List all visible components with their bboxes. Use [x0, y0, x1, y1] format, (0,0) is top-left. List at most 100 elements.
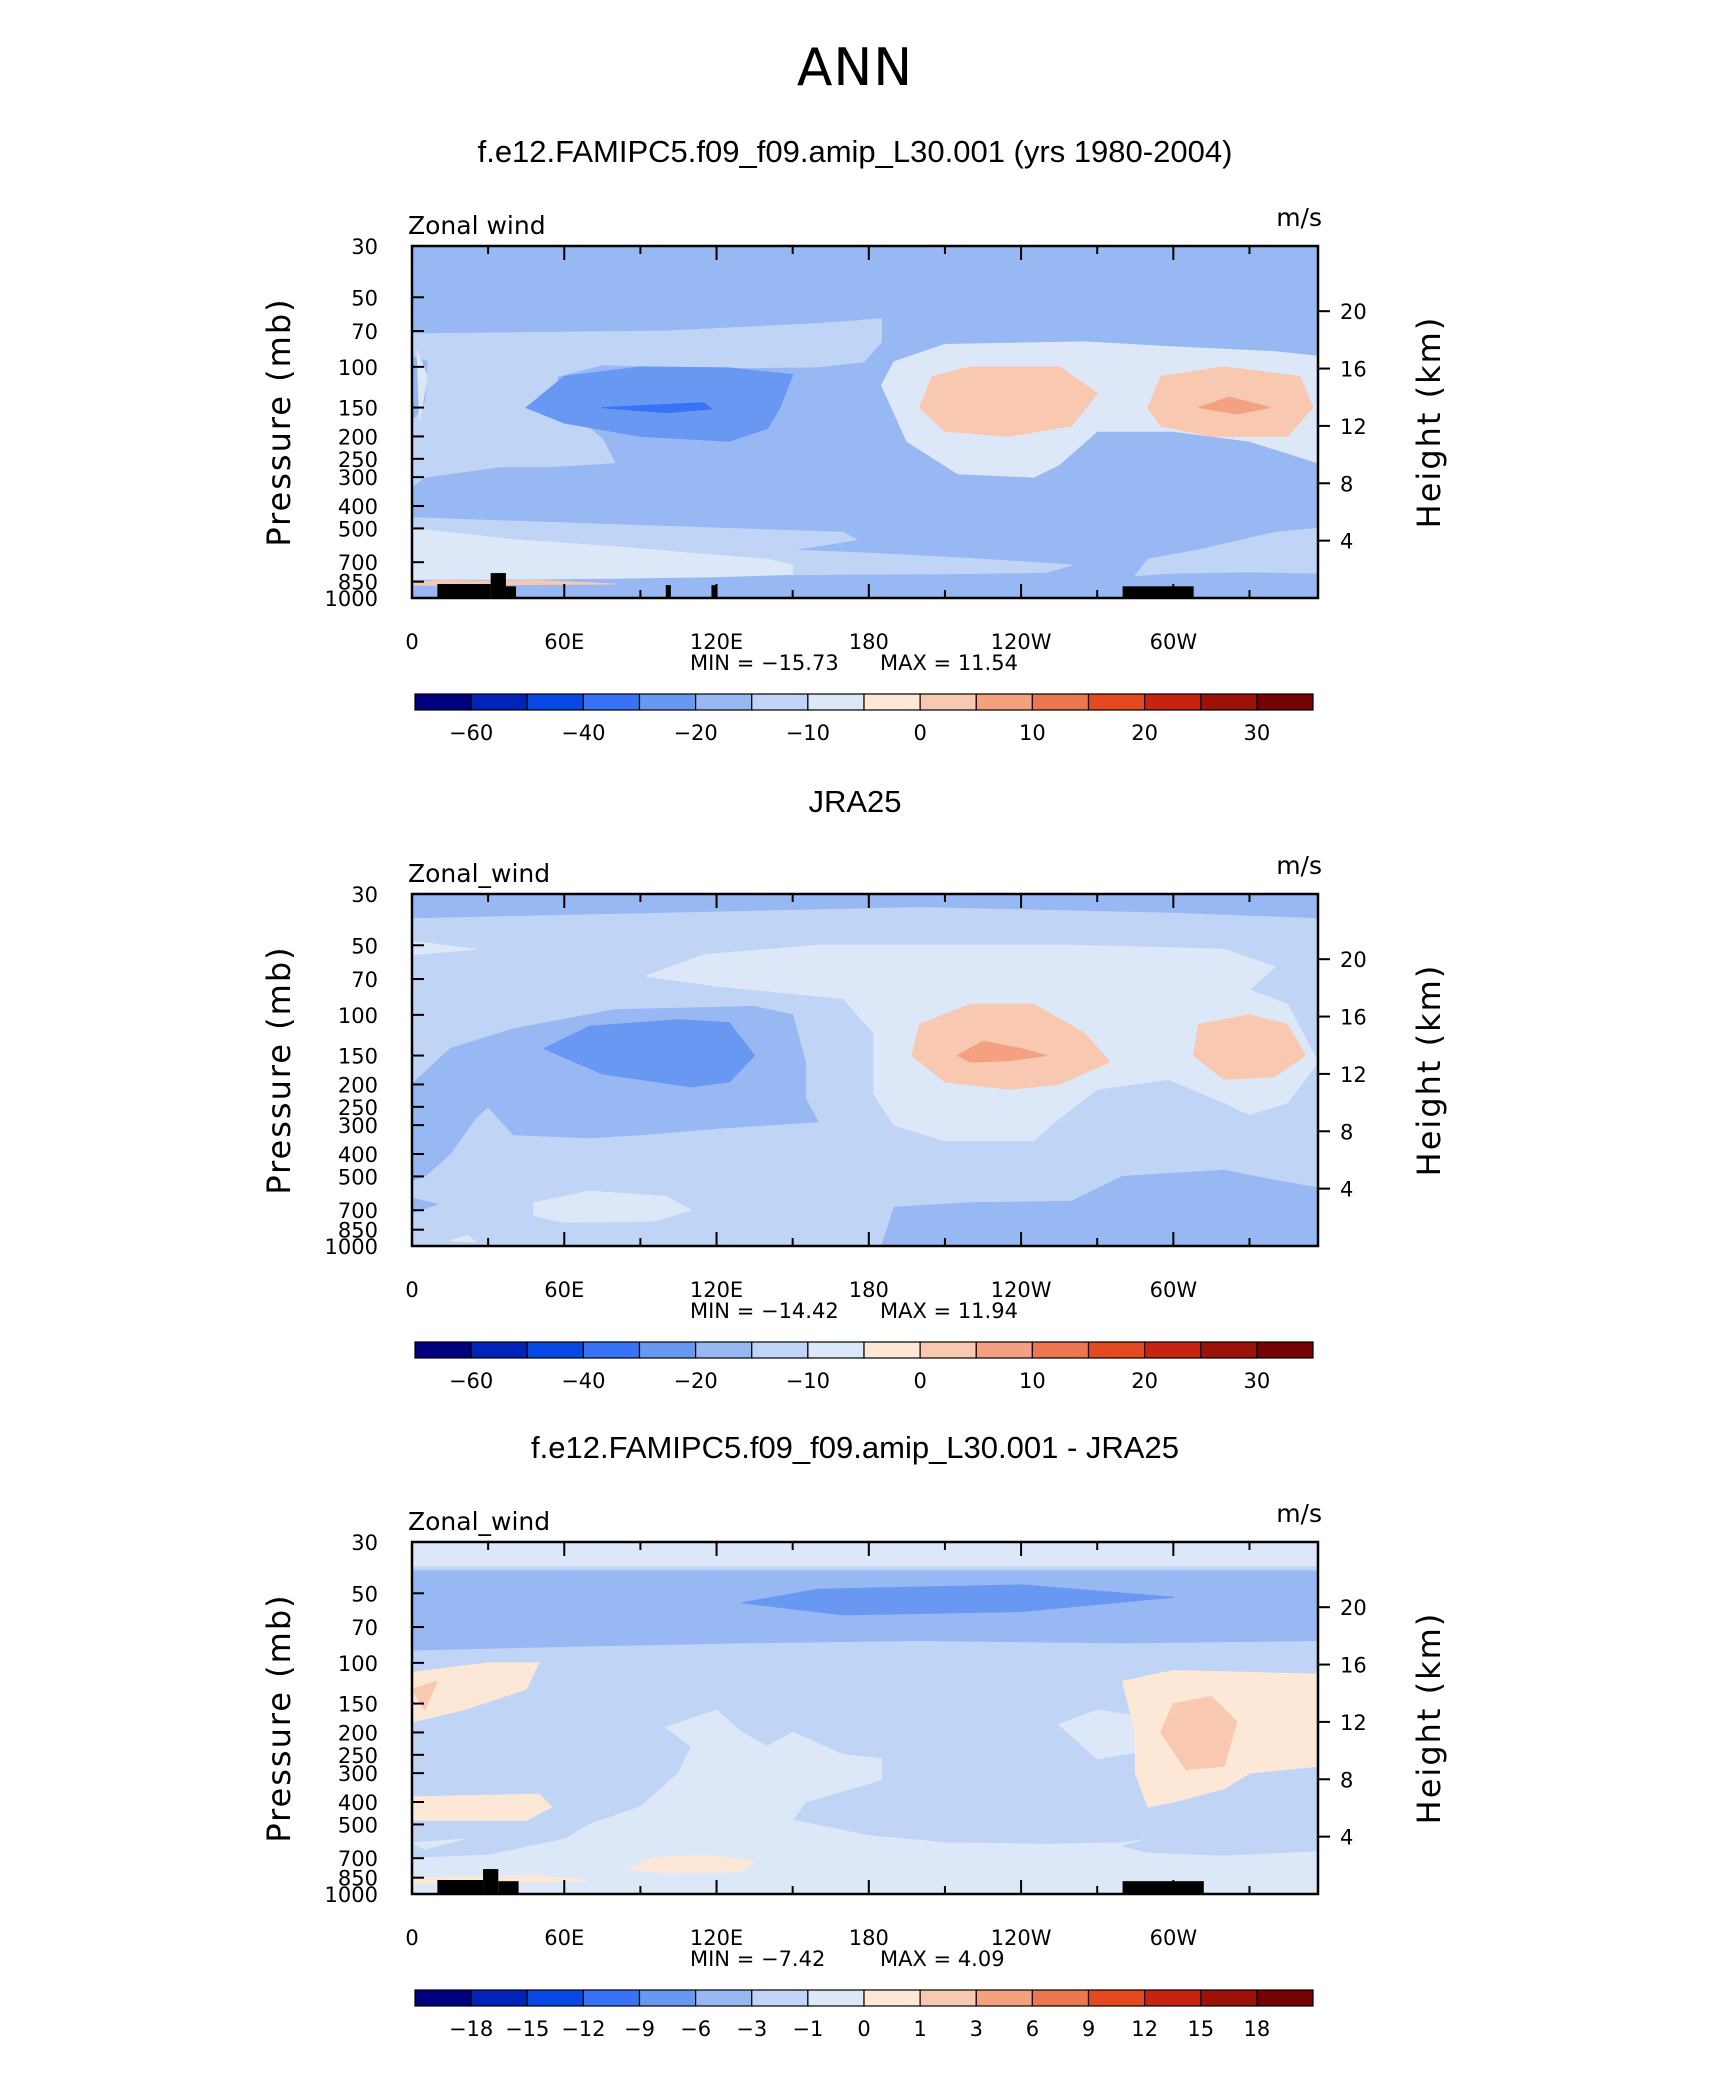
terrain-block	[498, 1881, 519, 1894]
variable-label: Zonal_wind	[408, 1507, 550, 1536]
colorbar-label: 6	[1026, 2017, 1039, 2041]
y-tick-label: 850	[338, 1867, 378, 1891]
y-tick-label: 850	[338, 571, 378, 595]
x-tick-label: 180	[849, 1278, 889, 1302]
colorbar-box	[1256, 693, 1314, 711]
colorbar-label: −20	[673, 721, 717, 745]
y2-tick-label: 12	[1340, 1063, 1367, 1087]
y-tick-label: 300	[338, 1762, 378, 1786]
contour-region	[412, 1709, 1318, 1894]
contour-region	[449, 1234, 476, 1243]
x-tick-label: 0	[405, 1926, 418, 1950]
colorbar-box	[414, 1989, 472, 2007]
contour-region	[412, 1542, 1318, 1567]
x-tick-label: 0	[405, 630, 418, 654]
colorbar-box	[1087, 693, 1146, 711]
colorbar-box	[695, 1989, 753, 2007]
colorbar-box	[975, 1989, 1033, 2007]
colorbar-label: 20	[1131, 721, 1158, 745]
y2-tick-label: 20	[1340, 948, 1367, 972]
colorbar-label: −40	[561, 721, 605, 745]
contour-region	[462, 1843, 502, 1852]
x-tick-label: 0	[405, 1278, 418, 1302]
colorbar-box	[526, 1989, 584, 2007]
colorbar-label: −60	[449, 1369, 493, 1393]
y-tick-label: 100	[338, 1004, 378, 1028]
y-axis-label: Pressure (mb)	[260, 945, 298, 1194]
colorbar-box	[470, 1989, 528, 2007]
contour-region	[881, 1169, 1318, 1246]
colorbar-label: −60	[449, 721, 493, 745]
y-tick-label: 250	[338, 1096, 378, 1120]
colorbar: −60 −40 −20 −10 0 10 20 30	[414, 693, 1314, 745]
y-tick-label: 400	[338, 1791, 378, 1815]
colorbar-box	[638, 693, 697, 711]
y-tick-label: 850	[338, 1219, 378, 1243]
colorbar-box	[526, 693, 584, 711]
terrain-block	[505, 586, 517, 598]
chart-panel-3: f.e12.FAMIPC5.f09_f09.amip_L30.001 - JRA…	[260, 1430, 1448, 2041]
y2-tick-label: 20	[1340, 300, 1367, 324]
y-tick-label: 50	[351, 934, 378, 958]
terrain-block	[437, 1880, 484, 1894]
colorbar-label: 0	[913, 1369, 926, 1393]
plot-frame	[410, 892, 1320, 1248]
plot-frame	[410, 244, 1320, 600]
max-label: MAX = 11.54	[880, 651, 1018, 675]
terrain-block	[711, 585, 717, 598]
y-tick-label: 1000	[325, 1235, 378, 1259]
max-label: MAX = 11.94	[880, 1299, 1018, 1323]
colorbar-label: 0	[857, 2017, 870, 2041]
colorbar-label: 9	[1082, 2017, 1095, 2041]
plot-frame	[410, 1540, 1320, 1896]
y-tick-label: 500	[338, 1165, 378, 1189]
colorbar-box	[638, 1989, 697, 2007]
x-tick-label: 60W	[1150, 1926, 1198, 1950]
contour-region	[1122, 1827, 1318, 1856]
x-tick-label: 120W	[991, 1926, 1052, 1950]
colorbar-label: 18	[1244, 2017, 1271, 2041]
colorbar-box	[807, 693, 865, 711]
panel-title: JRA25	[808, 784, 901, 819]
y2-tick-label: 4	[1340, 1178, 1353, 1202]
colorbar-box	[695, 693, 753, 711]
x-tick-label: 60E	[544, 1926, 584, 1950]
colorbar-label: 1	[913, 2017, 926, 2041]
colorbar-box	[751, 1341, 809, 1359]
colorbar-box	[863, 1989, 921, 2007]
y-tick-label: 700	[338, 551, 378, 575]
chart-panel-1: f.e12.FAMIPC5.f09_f09.amip_L30.001 (yrs …	[260, 134, 1448, 745]
terrain-block	[1122, 1881, 1204, 1894]
y2-tick-label: 16	[1340, 1654, 1367, 1678]
y2-axis-label: Height (km)	[1410, 1612, 1448, 1825]
x-tick-label: 60E	[544, 1278, 584, 1302]
contour-region	[1198, 396, 1271, 415]
contour-region	[412, 1793, 553, 1821]
y-tick-label: 30	[351, 1531, 378, 1555]
y-tick-label: 70	[351, 968, 378, 992]
y-tick-label: 250	[338, 1744, 378, 1768]
colorbar-label: 20	[1131, 1369, 1158, 1393]
y-tick-label: 150	[338, 1693, 378, 1717]
colorbar-label: 10	[1019, 721, 1046, 745]
colorbar-box	[1256, 1341, 1314, 1359]
y2-tick-label: 8	[1340, 1768, 1353, 1792]
y-tick-label: 30	[351, 883, 378, 907]
x-tick-label: 120E	[690, 1926, 743, 1950]
y-tick-label: 300	[338, 1114, 378, 1138]
x-tick-label: 180	[849, 1926, 889, 1950]
min-label: MIN = −14.42	[690, 1299, 839, 1323]
terrain-block	[490, 573, 506, 598]
contour-region	[412, 894, 1318, 919]
terrain-block	[483, 1869, 499, 1894]
y-tick-label: 400	[338, 1143, 378, 1167]
contour-region	[525, 366, 794, 442]
colorbar-box	[1031, 1341, 1090, 1359]
contour-region	[416, 350, 428, 421]
y-tick-label: 200	[338, 425, 378, 449]
colorbar-box	[1200, 693, 1258, 711]
colorbar-label: −10	[786, 721, 830, 745]
y-tick-label: 100	[338, 356, 378, 380]
